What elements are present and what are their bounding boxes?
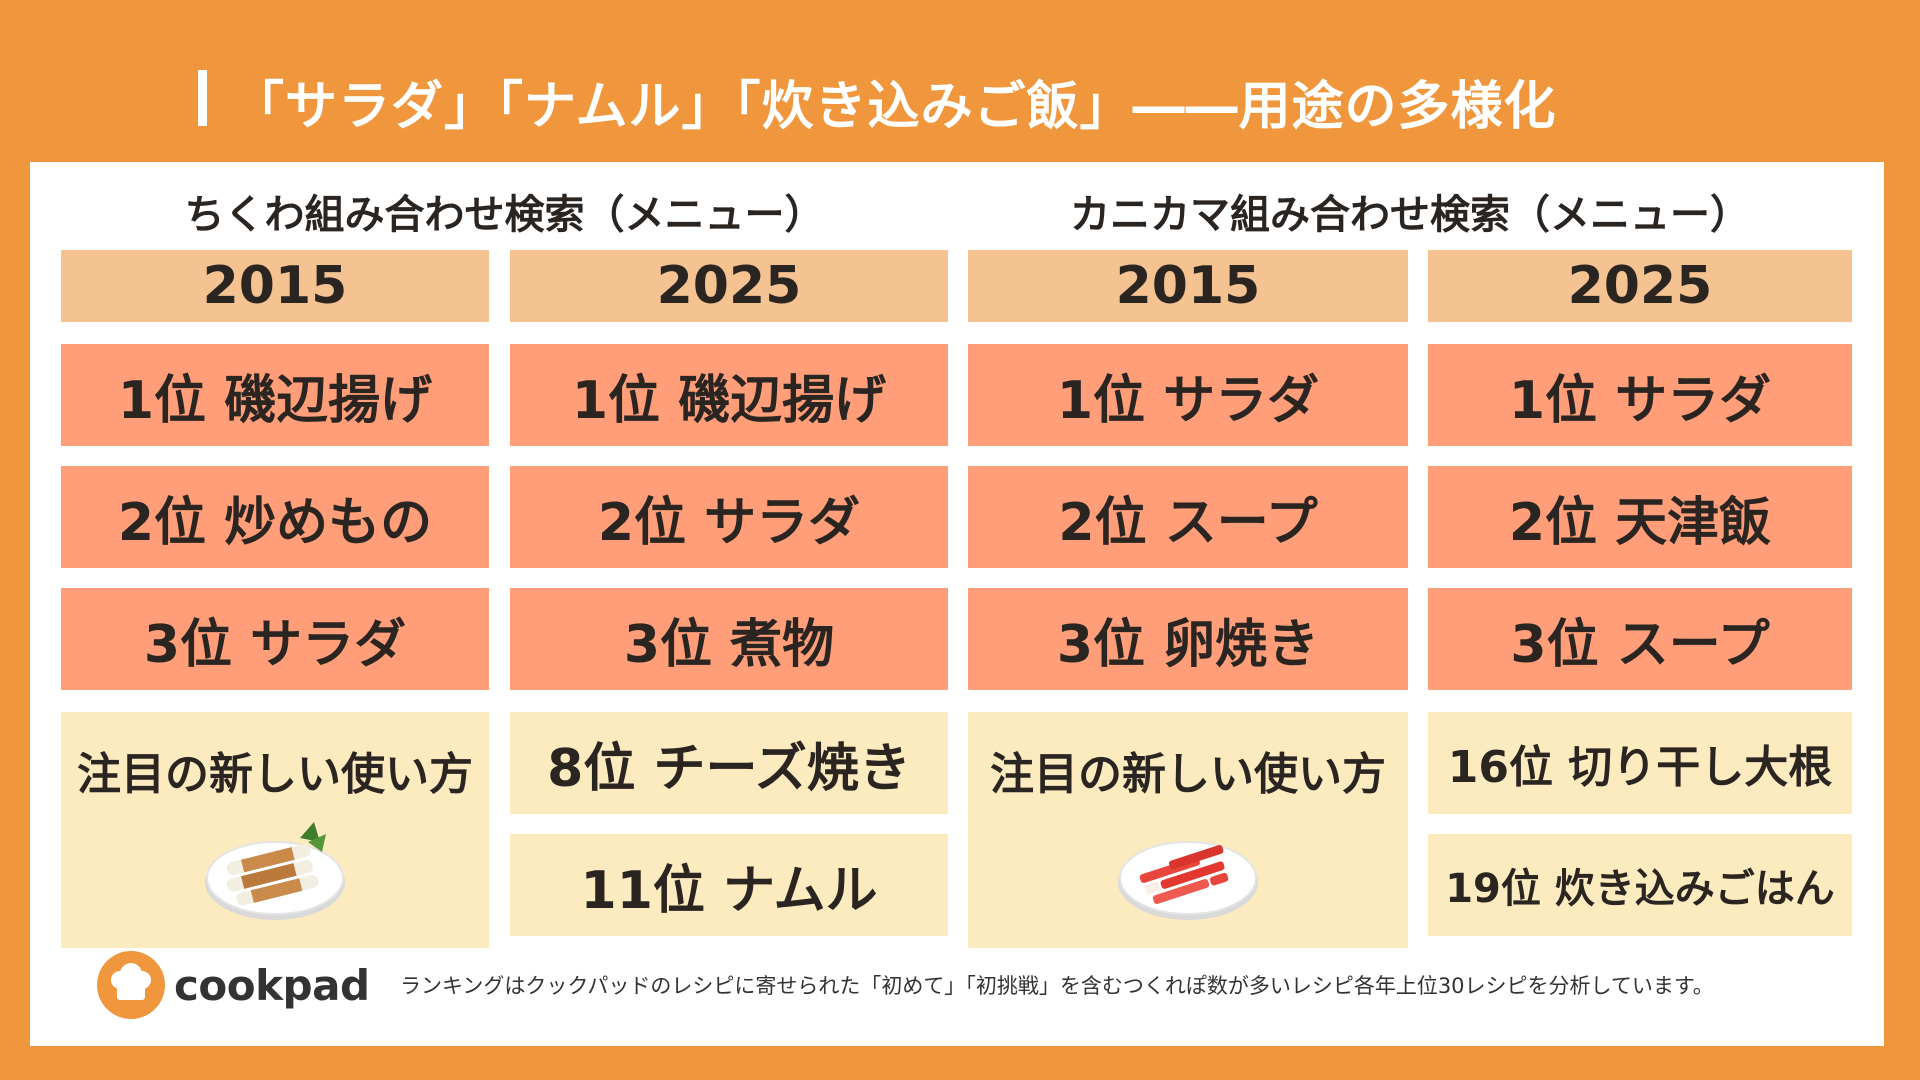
- chikuwa-2025-rank-1: 1位 磯辺揚げ: [510, 344, 948, 446]
- page-title: 「サラダ」「ナムル」「炊き込みご飯」――用途の多様化: [232, 77, 1557, 137]
- kanikama-2025-year: 2025: [1428, 250, 1852, 322]
- chikuwa-2025-feature-1: 8位 チーズ焼き: [510, 712, 948, 814]
- chikuwa-2025-rank-3: 3位 煮物: [510, 588, 948, 690]
- chikuwa-2015-rank-2: 2位 炒めもの: [61, 466, 489, 568]
- chef-hat-icon: [97, 951, 165, 1019]
- chikuwa-feature-label: 注目の新しい使い方: [77, 749, 473, 800]
- kanikama-2015-rank-2: 2位 スープ: [968, 466, 1408, 568]
- kanikama-2015-year: 2015: [968, 250, 1408, 322]
- chikuwa-2025-feature-2: 11位 ナムル: [510, 834, 948, 936]
- kanikama-feature-label: 注目の新しい使い方: [990, 749, 1386, 800]
- kanikama-2025-feature-2: 19位 炊き込みごはん: [1428, 834, 1852, 936]
- kanikama-section-heading: カニカマ組み合わせ検索（メニュー）: [1070, 192, 1750, 238]
- chikuwa-2015-rank-3: 3位 サラダ: [61, 588, 489, 690]
- kanikama-2015-rank-3: 3位 卵焼き: [968, 588, 1408, 690]
- kanikama-2015-rank-1: 1位 サラダ: [968, 344, 1408, 446]
- chikuwa-2025-year: 2025: [510, 250, 948, 322]
- chikuwa-dish-icon: [205, 822, 345, 920]
- title-accent-bar: [198, 70, 207, 126]
- cookpad-logo: cookpad: [96, 950, 370, 1020]
- chikuwa-section-heading: ちくわ組み合わせ検索（メニュー）: [184, 192, 825, 238]
- kanikama-2025-feature-1: 16位 切り干し大根: [1428, 712, 1852, 814]
- chikuwa-2025-rank-2: 2位 サラダ: [510, 466, 948, 568]
- kanikama-2015-feature: 注目の新しい使い方: [968, 712, 1408, 948]
- footnote: ランキングはクックパッドのレシピに寄せられた「初めて」「初挑戦」を含むつくれぽ数…: [400, 974, 1714, 998]
- kanikama-2025-rank-3: 3位 スープ: [1428, 588, 1852, 690]
- chikuwa-2015-feature: 注目の新しい使い方: [61, 712, 489, 948]
- chikuwa-2015-rank-1: 1位 磯辺揚げ: [61, 344, 489, 446]
- kanikama-dish-icon: [1118, 841, 1258, 920]
- kanikama-2025-rank-2: 2位 天津飯: [1428, 466, 1852, 568]
- kanikama-2025-rank-1: 1位 サラダ: [1428, 344, 1852, 446]
- chikuwa-2015-year: 2015: [61, 250, 489, 322]
- cookpad-logo-text: cookpad: [174, 960, 370, 1010]
